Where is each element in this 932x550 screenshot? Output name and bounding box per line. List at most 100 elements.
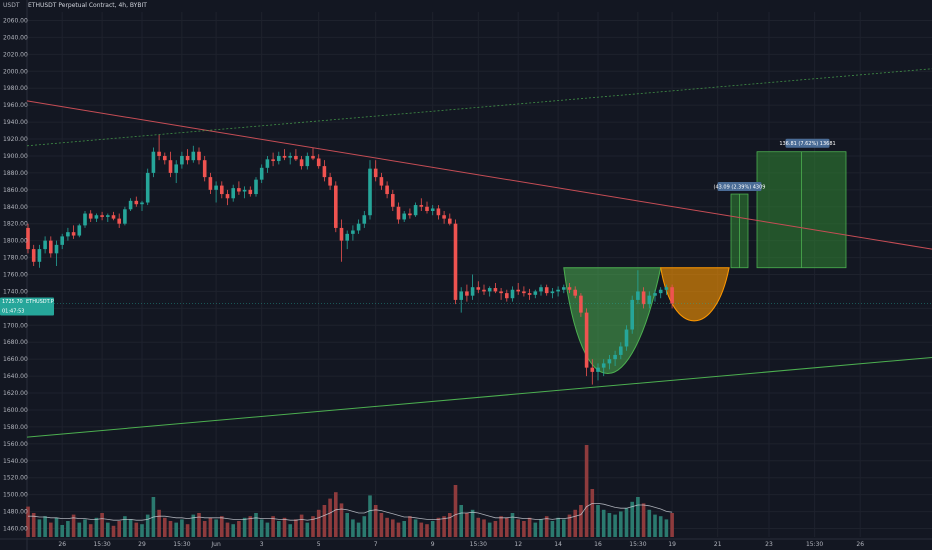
candle[interactable] (385, 181, 389, 199)
candle[interactable] (140, 200, 144, 211)
candle[interactable] (607, 354, 612, 370)
candle[interactable] (487, 286, 492, 297)
candle[interactable] (573, 286, 577, 299)
candle[interactable] (174, 160, 178, 184)
candle[interactable] (145, 168, 150, 206)
candle[interactable] (220, 181, 224, 199)
candle[interactable] (584, 308, 589, 377)
candle[interactable] (311, 147, 315, 161)
candle[interactable] (185, 149, 190, 165)
candle[interactable] (208, 172, 213, 195)
candle[interactable] (624, 325, 629, 351)
candle[interactable] (94, 213, 99, 222)
candle[interactable] (567, 282, 572, 294)
candles[interactable] (26, 134, 674, 385)
candle[interactable] (134, 196, 139, 207)
candle[interactable] (493, 282, 498, 294)
candle[interactable] (316, 154, 321, 169)
candle[interactable] (630, 295, 634, 334)
candle[interactable] (163, 152, 167, 165)
candle[interactable] (453, 219, 458, 305)
channel-upper-dashed-line[interactable] (26, 68, 932, 147)
candle[interactable] (664, 284, 669, 295)
candle[interactable] (670, 284, 674, 309)
candle[interactable] (533, 289, 538, 299)
resistance-trendline[interactable] (26, 100, 932, 250)
candle[interactable] (83, 210, 87, 228)
candle[interactable] (88, 210, 93, 222)
candle[interactable] (516, 282, 520, 295)
candle[interactable] (214, 181, 218, 203)
candle[interactable] (402, 210, 406, 222)
candle[interactable] (619, 342, 623, 360)
candle[interactable] (37, 244, 42, 268)
candle[interactable] (499, 288, 503, 300)
candle[interactable] (368, 160, 372, 220)
candle[interactable] (362, 210, 367, 228)
candle[interactable] (408, 208, 412, 219)
candle[interactable] (77, 223, 82, 238)
candle[interactable] (345, 230, 349, 250)
candle[interactable] (442, 210, 446, 224)
candle[interactable] (225, 189, 230, 206)
candle[interactable] (522, 286, 526, 297)
candle[interactable] (117, 213, 121, 228)
candle[interactable] (237, 181, 241, 195)
candle[interactable] (351, 225, 355, 241)
candle[interactable] (470, 274, 475, 300)
candle[interactable] (60, 233, 64, 250)
candle[interactable] (180, 151, 184, 169)
candle[interactable] (590, 359, 595, 385)
candle[interactable] (425, 201, 429, 214)
candle[interactable] (539, 284, 543, 296)
candle[interactable] (391, 189, 395, 211)
candle[interactable] (356, 219, 361, 234)
candle[interactable] (601, 359, 606, 377)
candle[interactable] (510, 286, 515, 302)
candle[interactable] (613, 350, 617, 366)
candle[interactable] (254, 177, 258, 197)
candle[interactable] (556, 286, 560, 297)
candle[interactable] (544, 284, 549, 296)
candle[interactable] (277, 151, 281, 165)
candle[interactable] (436, 205, 441, 220)
candle[interactable] (459, 287, 463, 313)
candle[interactable] (100, 211, 104, 221)
candle[interactable] (379, 172, 384, 190)
candle[interactable] (550, 288, 555, 299)
candle[interactable] (111, 211, 116, 221)
candle[interactable] (191, 145, 196, 163)
candle[interactable] (106, 213, 110, 222)
candle[interactable] (259, 164, 264, 184)
candle[interactable] (54, 240, 59, 267)
candle[interactable] (419, 198, 424, 211)
candle[interactable] (527, 288, 532, 300)
candle[interactable] (328, 172, 332, 190)
candle[interactable] (305, 152, 310, 170)
candle[interactable] (294, 149, 298, 162)
time-axis[interactable]: 26 15:30 29 15:30 Jun 3 5 7 9 15:30 12 14 16 15:30 19 2… (58, 541, 864, 548)
candle[interactable] (202, 155, 207, 182)
candle[interactable] (482, 284, 486, 295)
candle[interactable] (334, 181, 338, 233)
candle[interactable] (71, 225, 76, 239)
candle[interactable] (299, 155, 304, 170)
price-axis[interactable]: 2060.00 2040.00 2020.00 2000.00 1980.00 1960.… (3, 17, 28, 532)
candle[interactable] (658, 287, 663, 299)
candle[interactable] (579, 293, 583, 317)
candle[interactable] (636, 270, 640, 305)
candle[interactable] (647, 291, 652, 309)
candle[interactable] (168, 151, 173, 178)
candle[interactable] (653, 289, 657, 302)
candle[interactable] (476, 281, 481, 294)
candle[interactable] (123, 206, 127, 226)
candle[interactable] (641, 287, 646, 309)
candle[interactable] (465, 284, 469, 302)
candle[interactable] (562, 284, 566, 294)
candle[interactable] (157, 134, 161, 161)
candle[interactable] (151, 147, 156, 178)
candle[interactable] (373, 160, 378, 182)
candle[interactable] (43, 236, 47, 254)
candle[interactable] (505, 289, 509, 302)
